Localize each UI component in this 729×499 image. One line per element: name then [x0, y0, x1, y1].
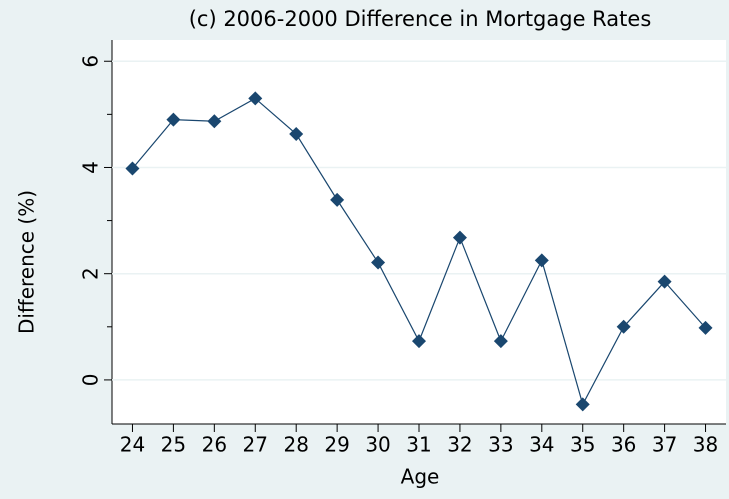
x-tick-label: 33	[488, 433, 513, 457]
x-tick-label: 32	[447, 433, 472, 457]
x-tick-label: 37	[652, 433, 677, 457]
x-tick-label: 36	[611, 433, 636, 457]
x-tick-label: 34	[529, 433, 554, 457]
data-point	[289, 127, 304, 142]
x-tick-label: 38	[693, 433, 718, 457]
data-point	[371, 255, 386, 270]
x-tick-label: 35	[570, 433, 595, 457]
data-point	[534, 253, 549, 268]
y-tick-label: 0	[79, 374, 103, 387]
data-point	[330, 192, 345, 207]
data-point	[207, 114, 222, 129]
x-tick-label: 25	[161, 433, 186, 457]
x-tick-label: 24	[120, 433, 145, 457]
data-point	[248, 91, 263, 106]
data-point	[698, 320, 713, 335]
plot-area	[112, 40, 726, 424]
x-tick-label: 31	[406, 433, 431, 457]
x-tick-label: 27	[243, 433, 268, 457]
y-tick-label: 4	[79, 161, 103, 174]
data-point	[616, 319, 631, 334]
data-point	[657, 274, 672, 289]
y-tick-label: 2	[79, 267, 103, 280]
data-point	[125, 161, 140, 176]
data-point	[575, 397, 590, 412]
y-axis-label: Difference (%)	[15, 190, 39, 334]
x-tick-label: 26	[202, 433, 227, 457]
chart-title: (c) 2006-2000 Difference in Mortgage Rat…	[189, 7, 652, 31]
data-point	[452, 230, 467, 245]
data-point	[493, 334, 508, 349]
x-tick-label: 29	[324, 433, 349, 457]
data-point	[166, 112, 181, 127]
y-tick-label: 6	[79, 55, 103, 68]
x-axis-label: Age	[401, 465, 440, 489]
x-tick-label: 30	[365, 433, 390, 457]
x-tick-label: 28	[283, 433, 308, 457]
data-point	[412, 334, 426, 349]
